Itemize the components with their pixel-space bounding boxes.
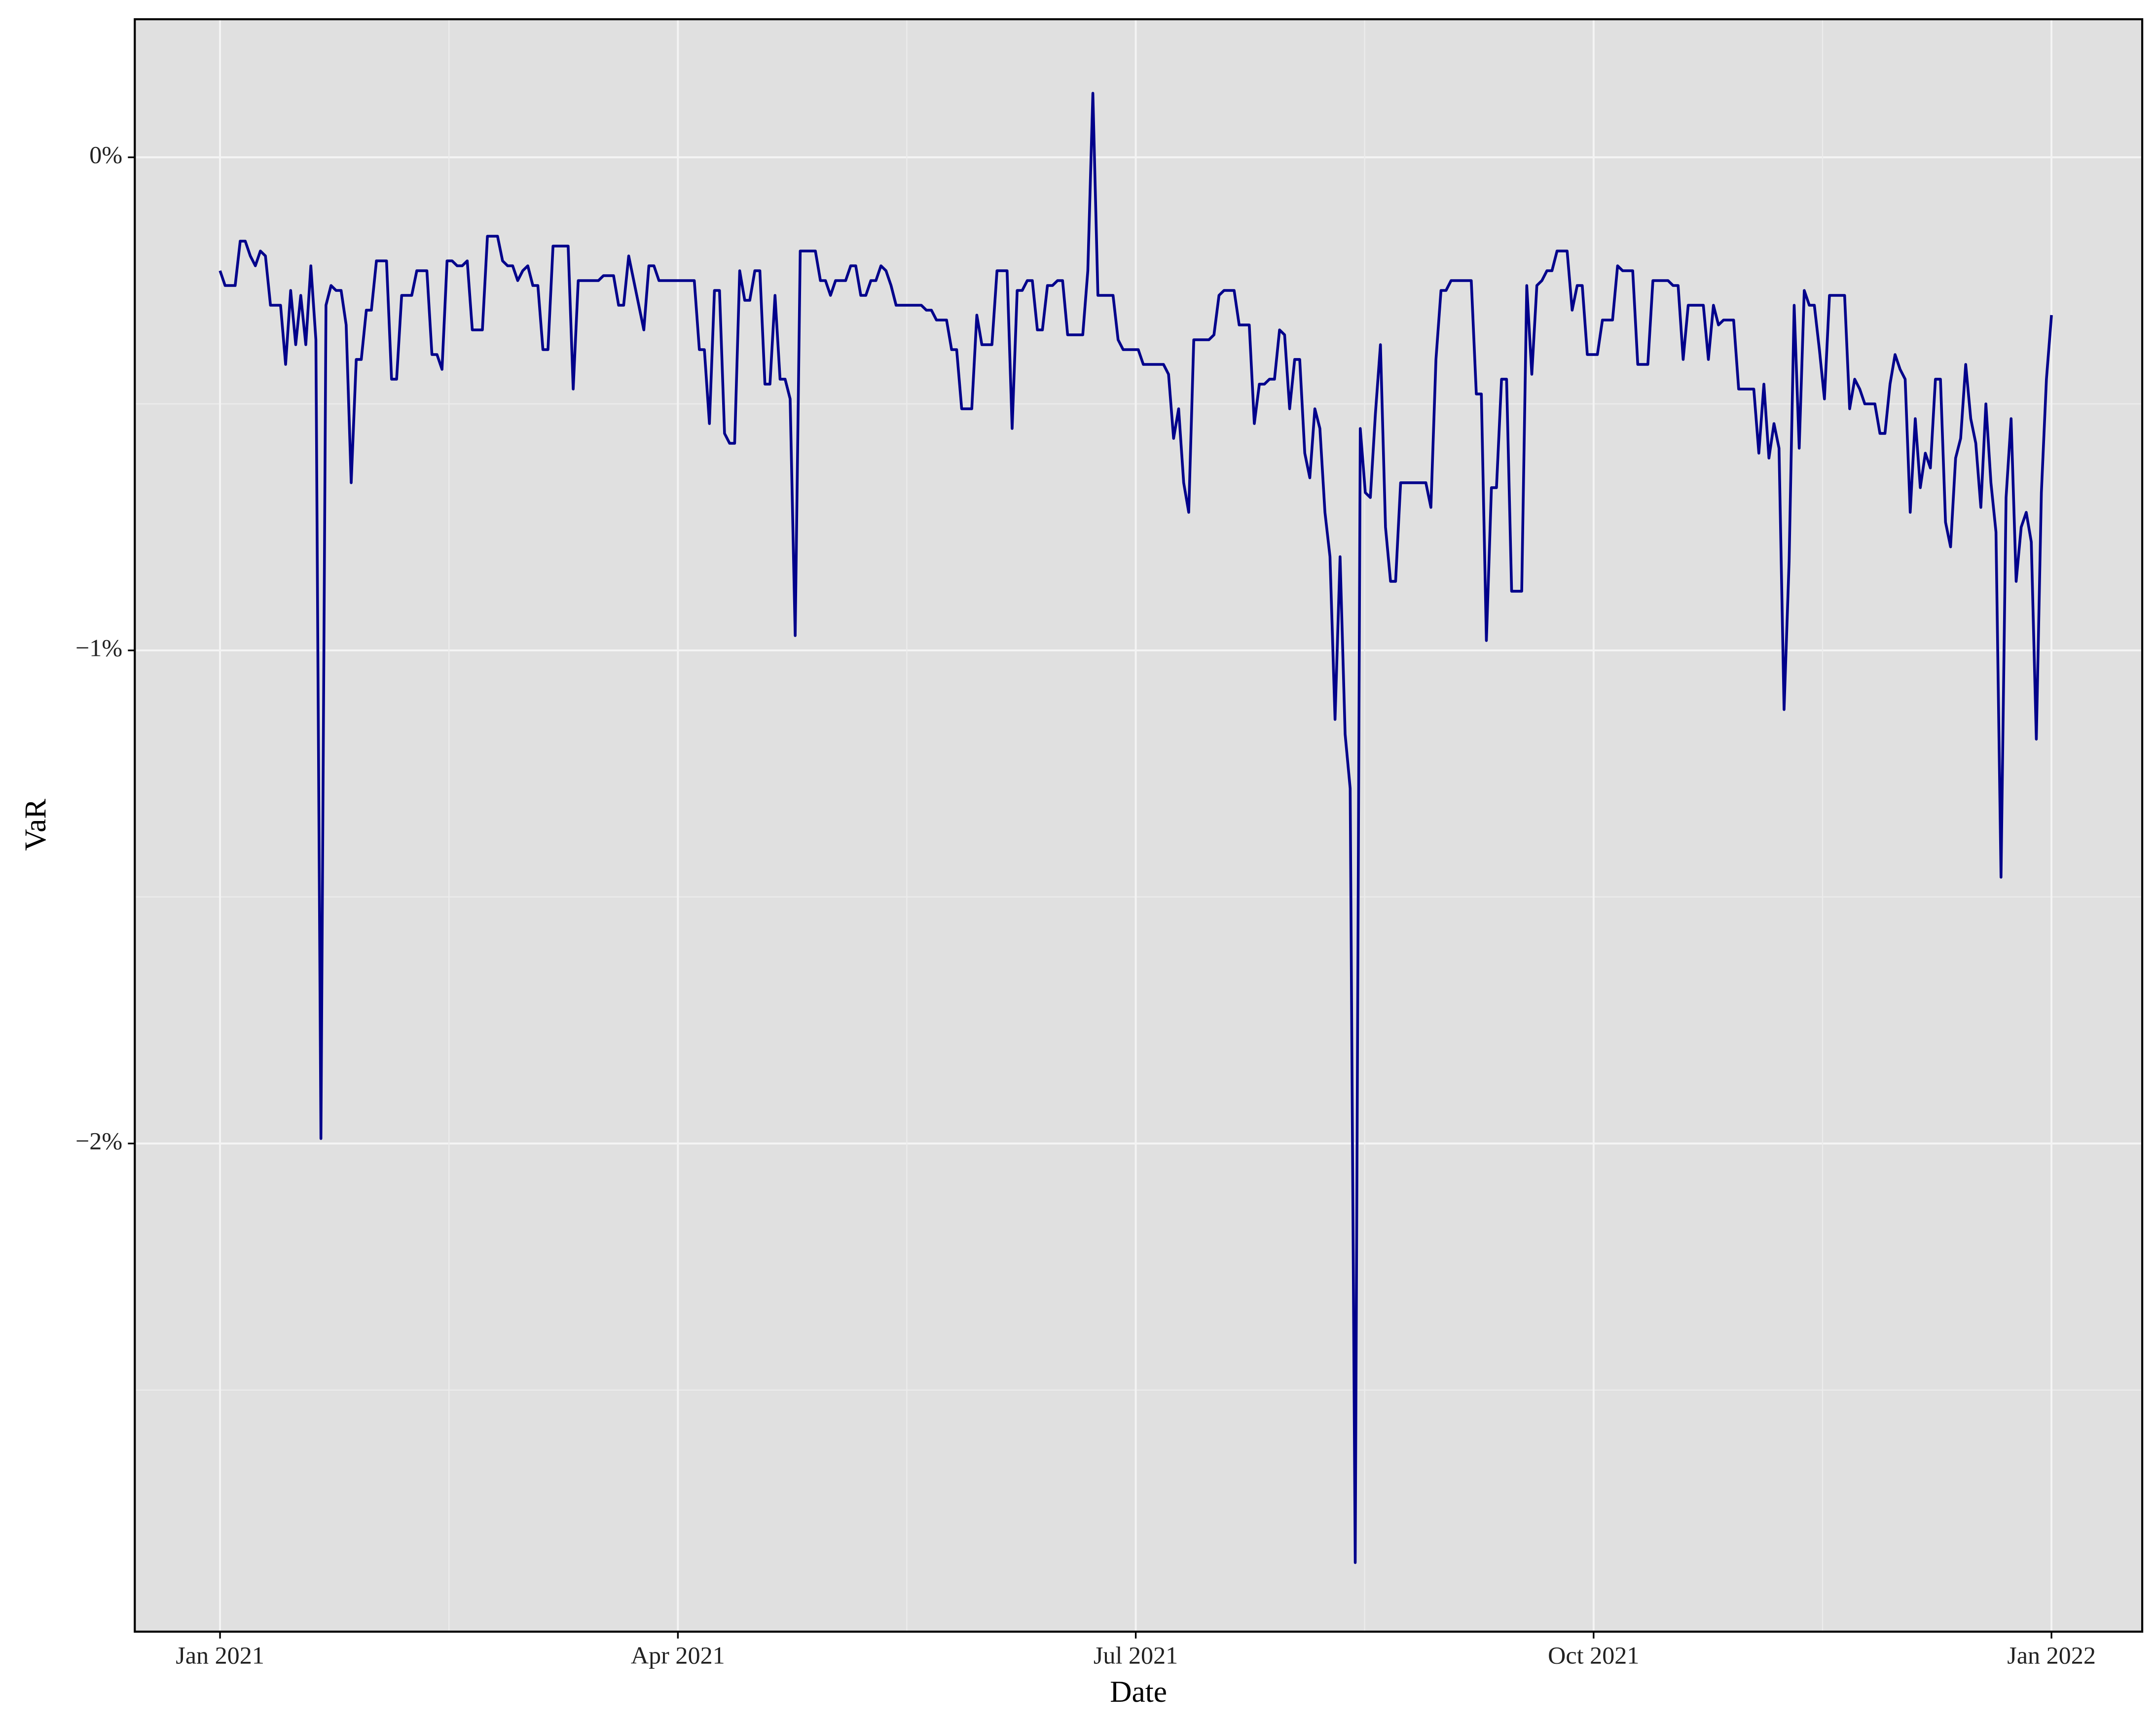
y-tick-label: −1% [75, 634, 122, 661]
x-tick-label: Oct 2021 [1548, 1641, 1639, 1669]
data-line [219, 92, 2053, 1564]
marks [219, 92, 2053, 1564]
y-tick-label: 0% [89, 141, 122, 169]
grid [135, 19, 2143, 1632]
x-tick-label: Jan 2021 [176, 1641, 264, 1669]
x-axis-title: Date [1110, 1675, 1167, 1709]
x-tick-label: Apr 2021 [631, 1641, 725, 1669]
y-axis-title: VaR [19, 799, 52, 851]
x-tick-label: Jul 2021 [1094, 1641, 1178, 1669]
plot-border [134, 18, 2144, 1633]
y-tick-label: −2% [75, 1127, 122, 1154]
axes: 0% −1% −2% Jan 2021 Apr 2021 Jul 2021 Oct 2021… [75, 141, 2096, 1669]
x-tick-label: Jan 2022 [2007, 1641, 2096, 1669]
